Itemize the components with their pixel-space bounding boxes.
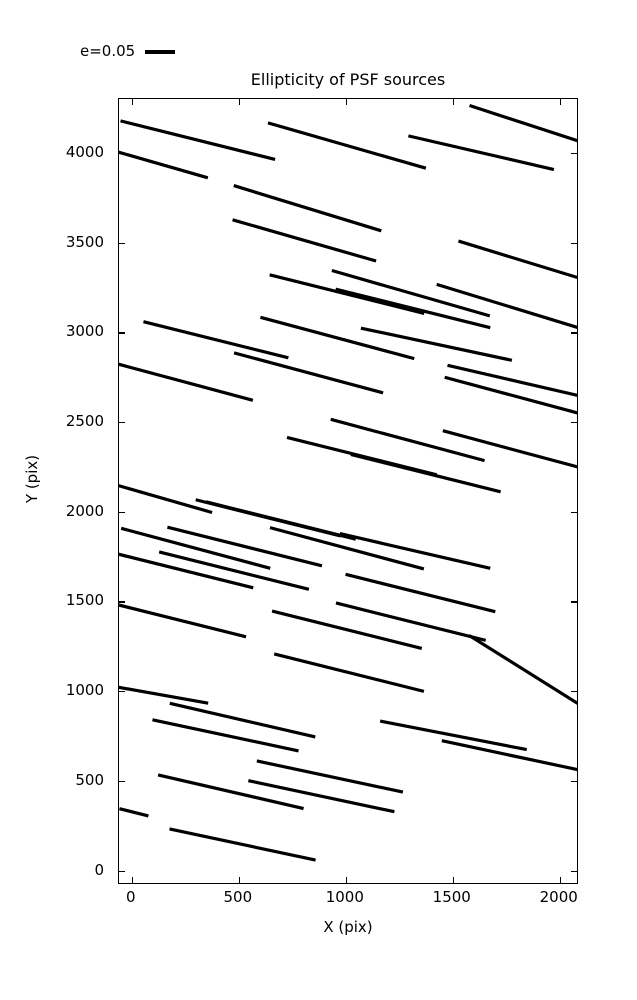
y-tick-mark: [571, 152, 577, 155]
y-tick-label: 1000: [65, 681, 104, 700]
x-tick-label: 2000: [539, 888, 578, 906]
whisker-segment: [330, 417, 485, 463]
whisker-segment: [441, 739, 577, 772]
y-tick-mark: [119, 242, 125, 244]
y-tick-mark: [571, 601, 577, 603]
whisker-segment: [232, 218, 377, 263]
whisker-segment: [345, 572, 496, 614]
whisker-segment: [120, 526, 271, 570]
y-tick-mark: [119, 601, 125, 603]
whisker-segment: [152, 718, 299, 753]
y-tick-label: 2500: [65, 412, 104, 430]
y-axis-tick-labels: 0 500 1000 1500 2000 2500 3000 3500 4000: [0, 98, 112, 884]
whisker-segment: [119, 603, 247, 639]
x-tick-label: 0: [126, 888, 136, 906]
x-tick-label: 1500: [432, 888, 471, 906]
y-tick-label: 1500: [65, 591, 104, 610]
y-tick-label: 500: [75, 770, 104, 789]
whisker-segment: [205, 500, 357, 541]
whisker-segment: [458, 239, 577, 280]
y-tick-label: 3500: [65, 232, 104, 251]
y-tick-label: 3000: [65, 322, 104, 341]
y-tick-mark: [119, 422, 125, 424]
x-tick-mark: [452, 877, 455, 883]
whisker-segment: [119, 484, 213, 515]
whisker-segment: [158, 550, 310, 591]
x-tick-mark: [559, 877, 562, 883]
whisker-segment: [233, 351, 384, 395]
y-tick-mark: [571, 870, 577, 872]
whisker-segment: [468, 634, 577, 705]
whisker-segment: [157, 773, 304, 811]
y-tick-mark: [119, 691, 125, 693]
whisker-segment: [119, 150, 209, 180]
y-tick-mark: [571, 691, 577, 693]
x-tick-mark: [131, 99, 134, 105]
whisker-segment: [247, 779, 395, 814]
y-tick-label: 2000: [65, 501, 104, 520]
whisker-segment: [436, 282, 577, 330]
y-tick-label: 0: [94, 860, 104, 879]
y-tick-mark: [571, 422, 577, 424]
whisker-series: [119, 104, 577, 862]
whisker-segment: [119, 552, 254, 590]
whisker-segment: [447, 363, 577, 397]
whisker-segment: [273, 652, 425, 693]
horizontal-line-key-icon: [145, 49, 176, 54]
whisker-segment: [120, 119, 276, 162]
whisker-segment: [444, 375, 577, 415]
y-tick-mark: [119, 511, 125, 514]
whisker-segment: [233, 184, 382, 233]
whisker-segment: [169, 827, 316, 862]
whisker-segment: [339, 532, 491, 570]
y-tick-mark: [571, 242, 577, 244]
whisker-segment: [167, 525, 323, 568]
x-tick-mark: [238, 877, 241, 883]
whisker-segment: [119, 685, 209, 705]
x-tick-mark: [238, 99, 241, 105]
whisker-segment: [269, 273, 425, 315]
whisker-segment: [335, 601, 487, 642]
whisker-segment: [256, 759, 404, 794]
whisker-segment: [143, 320, 289, 360]
x-tick-mark: [559, 99, 562, 105]
x-tick-label: 500: [223, 888, 253, 906]
x-tick-mark: [452, 99, 455, 105]
whisker-segment: [360, 326, 513, 362]
y-tick-mark: [571, 780, 577, 783]
x-tick-mark: [345, 877, 348, 883]
x-tick-label: 1000: [325, 888, 364, 906]
y-axis-title: Y (pix): [23, 454, 41, 504]
whisker-segment: [271, 609, 423, 650]
whisker-segment: [169, 701, 316, 739]
whisker-segment: [269, 526, 425, 571]
whisker-segment: [379, 719, 528, 752]
y-tick-mark: [119, 332, 125, 334]
whisker-segment: [119, 807, 149, 818]
x-axis-tick-labels: 0 500 1000 1500 2000: [118, 888, 578, 912]
whisker-segment: [119, 362, 254, 402]
y-tick-mark: [119, 152, 125, 155]
y-tick-label: 4000: [65, 142, 104, 161]
page-title: Ellipticity of PSF sources: [250, 70, 446, 89]
whisker-segment: [442, 429, 577, 469]
whisker-segment: [408, 134, 555, 172]
legend: e=0.05: [80, 42, 176, 60]
y-tick-mark: [119, 870, 125, 872]
legend-label: e=0.05: [80, 42, 136, 60]
y-tick-mark: [119, 780, 125, 783]
x-tick-mark: [131, 877, 134, 883]
plot-area: [118, 98, 578, 884]
whisker-segment: [331, 268, 491, 318]
x-axis-title: X (pix): [323, 918, 373, 936]
whisker-segment: [469, 104, 577, 143]
whisker-segment: [267, 121, 427, 170]
y-tick-mark: [571, 332, 577, 334]
x-tick-mark: [345, 99, 348, 105]
whisker-segment: [335, 287, 491, 330]
y-tick-mark: [571, 511, 577, 514]
whisker-segment: [259, 315, 415, 361]
whisker-segment: [350, 452, 502, 494]
